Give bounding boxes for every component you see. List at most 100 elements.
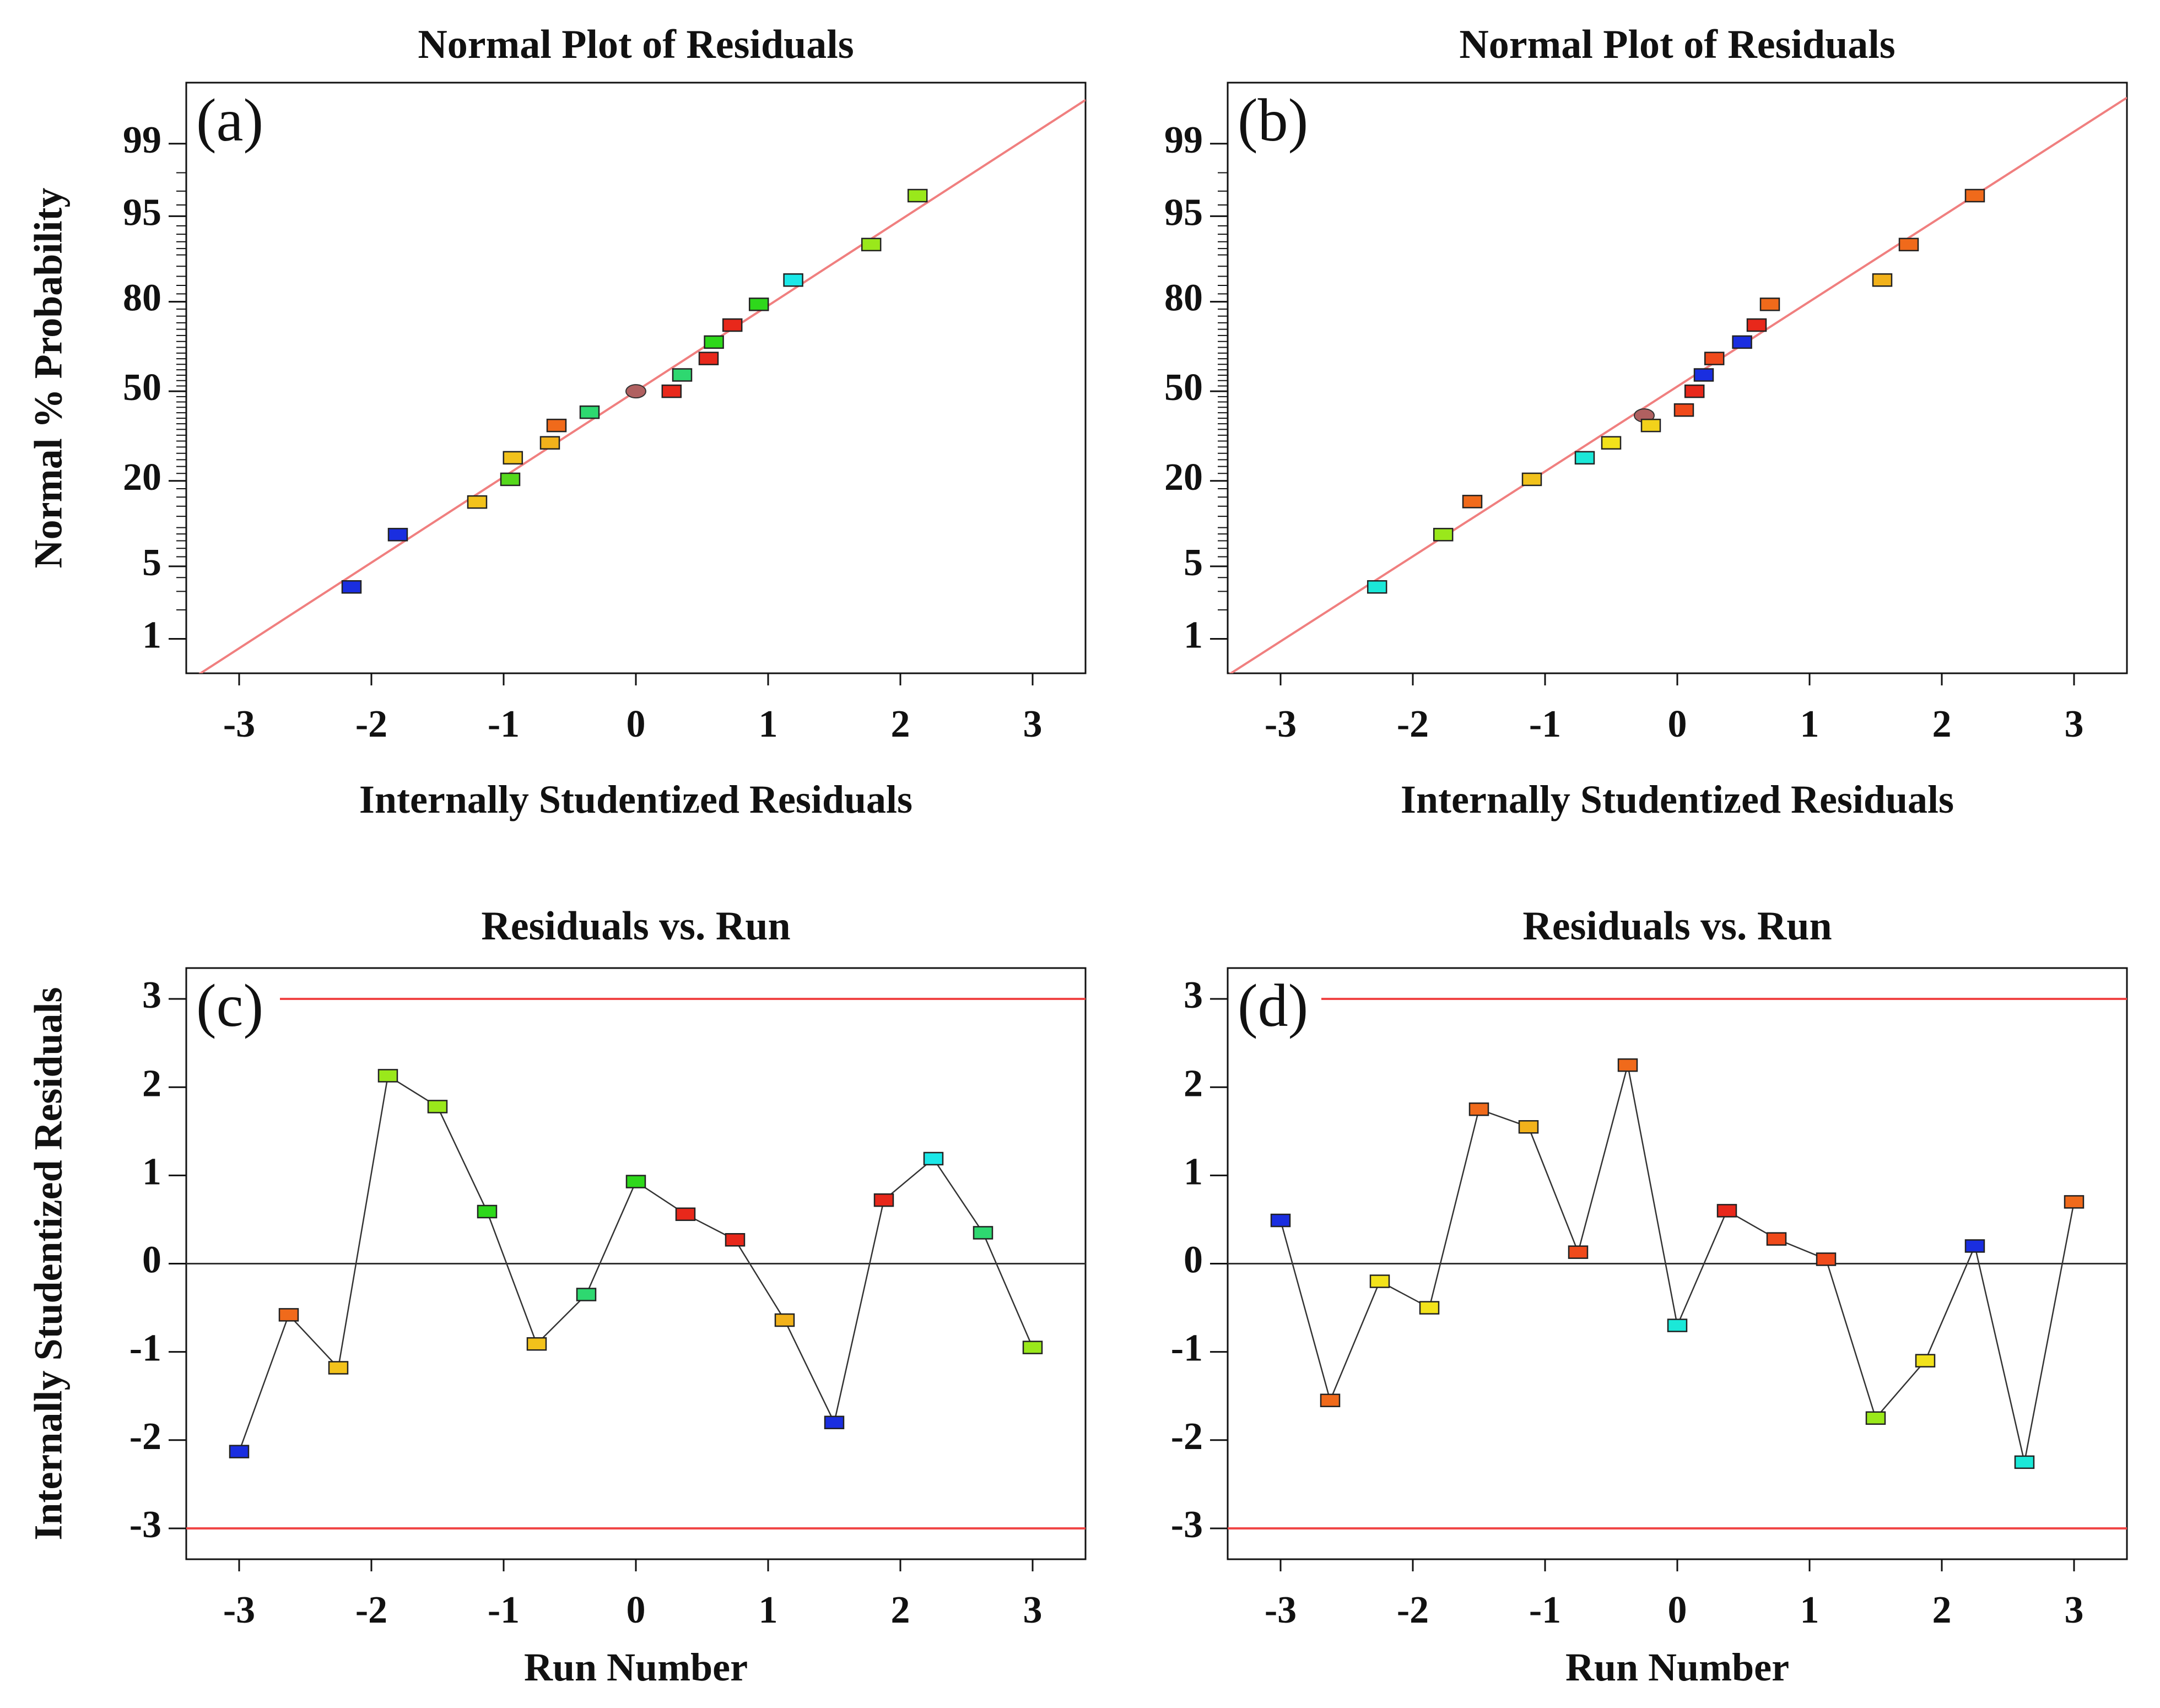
data-point — [503, 451, 523, 465]
y-tick-label: 5 — [142, 542, 161, 584]
x-tick-label: -1 — [1529, 703, 1561, 745]
x-tick-label: 3 — [1023, 703, 1043, 745]
panel-a: Normal Plot of Residuals Internally Stude… — [26, 22, 1087, 821]
x-tick-label: 3 — [2065, 1589, 2084, 1631]
panel-label: (d) — [1238, 972, 1308, 1039]
data-point — [1667, 1318, 1688, 1332]
x-tick-label: 3 — [1023, 1589, 1043, 1631]
x-tick-label: 2 — [1932, 703, 1952, 745]
x-axis-label: Internally Studentized Residuals — [359, 777, 912, 821]
chart-title: Residuals vs. Run — [1522, 904, 1832, 949]
x-axis-label: Internally Studentized Residuals — [1401, 777, 1954, 821]
data-point — [704, 335, 724, 349]
y-tick-label: -1 — [1171, 1327, 1203, 1370]
x-tick-label: -3 — [1265, 1589, 1297, 1631]
data-point — [278, 1308, 299, 1322]
data-point — [539, 436, 560, 450]
panel-label: (b) — [1238, 87, 1308, 154]
data-point — [725, 1233, 746, 1247]
data-point — [1872, 273, 1893, 287]
y-tick-label: 99 — [1164, 119, 1203, 161]
data-point — [861, 237, 882, 252]
data-point — [923, 1152, 944, 1166]
y-tick-label: 99 — [123, 119, 161, 161]
x-tick-label: 3 — [2065, 703, 2084, 745]
y-tick-label: 0 — [142, 1239, 161, 1282]
y-tick-label: 80 — [123, 277, 161, 320]
y-tick-label: 95 — [1164, 191, 1203, 234]
x-tick-label: 1 — [1800, 703, 1819, 745]
data-point — [1367, 580, 1387, 594]
y-tick-label: 1 — [1184, 614, 1203, 657]
data-point — [1568, 1245, 1589, 1259]
y-tick-label: 3 — [1184, 974, 1203, 1017]
data-point — [1759, 298, 1780, 311]
data-point — [579, 405, 600, 419]
data-point — [328, 1361, 349, 1375]
x-tick-label: 2 — [891, 1589, 910, 1631]
data-point — [783, 273, 803, 287]
x-tick-label: -2 — [355, 703, 387, 745]
y-tick-label: 20 — [123, 456, 161, 499]
data-point — [576, 1288, 597, 1301]
y-tick-label: 95 — [123, 191, 161, 234]
x-tick-label: -2 — [1397, 1589, 1429, 1631]
data-point — [1865, 1411, 1886, 1425]
data-point — [546, 418, 567, 433]
data-point — [1022, 1341, 1043, 1354]
data-point — [1462, 495, 1483, 509]
data-point — [1964, 1239, 1985, 1253]
y-tick-label: -3 — [1171, 1504, 1203, 1546]
data-point — [526, 1337, 547, 1351]
y-axis-label: Internally Studentized Residuals — [26, 987, 71, 1540]
y-tick-label: 1 — [1184, 1150, 1203, 1193]
data-point — [1673, 403, 1694, 417]
data-point — [625, 1175, 646, 1188]
data-point — [675, 1207, 696, 1221]
plot-frame — [1227, 82, 2128, 674]
data-point — [1518, 1120, 1539, 1134]
data-point — [1468, 1102, 1489, 1116]
x-tick-label: -1 — [488, 703, 520, 745]
data-point — [1964, 188, 1985, 203]
x-tick-label: -3 — [223, 1589, 255, 1631]
data-point — [2014, 1455, 2035, 1469]
data-point — [1433, 528, 1454, 542]
data-point — [873, 1193, 894, 1207]
data-point — [1640, 418, 1661, 433]
y-axis-label: Normal % Probability — [26, 188, 71, 569]
data-point — [661, 384, 682, 398]
plot-frame — [185, 82, 1087, 674]
data-point — [2064, 1195, 2085, 1209]
data-point — [1732, 335, 1752, 349]
panel-c: Residuals vs. Run Run Number Internally St… — [26, 904, 1087, 1689]
data-point — [377, 1069, 398, 1083]
data-point — [1898, 237, 1919, 252]
x-tick-label: 1 — [1800, 1589, 1819, 1631]
x-tick-label: 0 — [1668, 703, 1687, 745]
x-tick-label: 1 — [759, 1589, 778, 1631]
data-point — [774, 1313, 795, 1327]
y-tick-label: 2 — [142, 1062, 161, 1105]
x-tick-label: 0 — [627, 1589, 646, 1631]
y-tick-label: 5 — [1184, 542, 1203, 584]
data-point — [427, 1100, 448, 1114]
y-tick-label: -2 — [129, 1415, 161, 1458]
y-tick-label: 20 — [1164, 456, 1203, 499]
y-tick-label: 1 — [142, 1150, 161, 1193]
data-point — [698, 352, 719, 365]
data-point — [748, 298, 769, 311]
y-tick-label: -2 — [1171, 1415, 1203, 1458]
chart-title: Normal Plot of Residuals — [418, 22, 854, 67]
data-point — [1716, 1204, 1737, 1218]
data-point — [1574, 451, 1595, 465]
panel-label: (c) — [196, 972, 263, 1039]
panel-d: Residuals vs. Run Run Number (d) -3 -2 -1 0 1 2 3… — [1171, 904, 2128, 1689]
panel-b: Normal Plot of Residuals Internally Stude… — [1164, 22, 2128, 821]
x-axis-label: Run Number — [524, 1645, 748, 1689]
data-point — [1320, 1393, 1341, 1407]
x-tick-label: -3 — [1265, 703, 1297, 745]
data-point — [1617, 1058, 1638, 1072]
data-point — [1419, 1301, 1440, 1315]
data-point — [1521, 472, 1542, 487]
